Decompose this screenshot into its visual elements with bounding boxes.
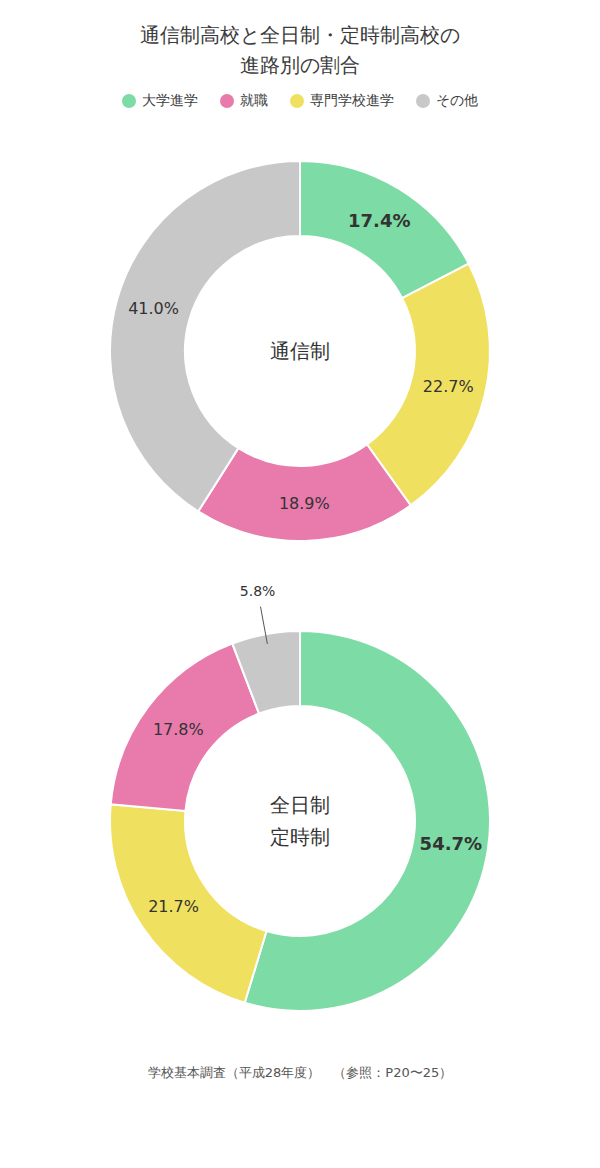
html-text:通信制高校と全日制・定時制高校の 進路別の割合: 通信制高校と全日制・定時制高校の 進路別の割合 <box>140 23 460 77</box>
svg-text:18.9%: 18.9% <box>279 494 330 513</box>
html-text:就職: 就職 <box>240 92 268 108</box>
svg-text:17.4%: 17.4% <box>348 210 410 231</box>
svg-text:41.0%: 41.0% <box>128 299 179 318</box>
html-text:学校基本調査（平成28年度） （参照：P20〜25）: 学校基本調査（平成28年度） （参照：P20〜25） <box>147 1065 453 1080</box>
svg-text:22.7%: 22.7% <box>423 377 474 396</box>
html-text:大学進学: 大学進学 <box>142 92 198 108</box>
svg-text:5.8%: 5.8% <box>240 586 276 599</box>
svg-text:17.8%: 17.8% <box>153 720 204 739</box>
html-text:専門学校進学: 専門学校進学 <box>310 92 394 108</box>
svg-text:54.7%: 54.7% <box>420 833 482 854</box>
svg-text:21.7%: 21.7% <box>148 897 199 916</box>
html-text:その他: その他 <box>436 92 478 108</box>
html-text:全日制 定時制: 全日制 定時制 <box>270 793 330 849</box>
html-text:通信制: 通信制 <box>270 339 330 363</box>
